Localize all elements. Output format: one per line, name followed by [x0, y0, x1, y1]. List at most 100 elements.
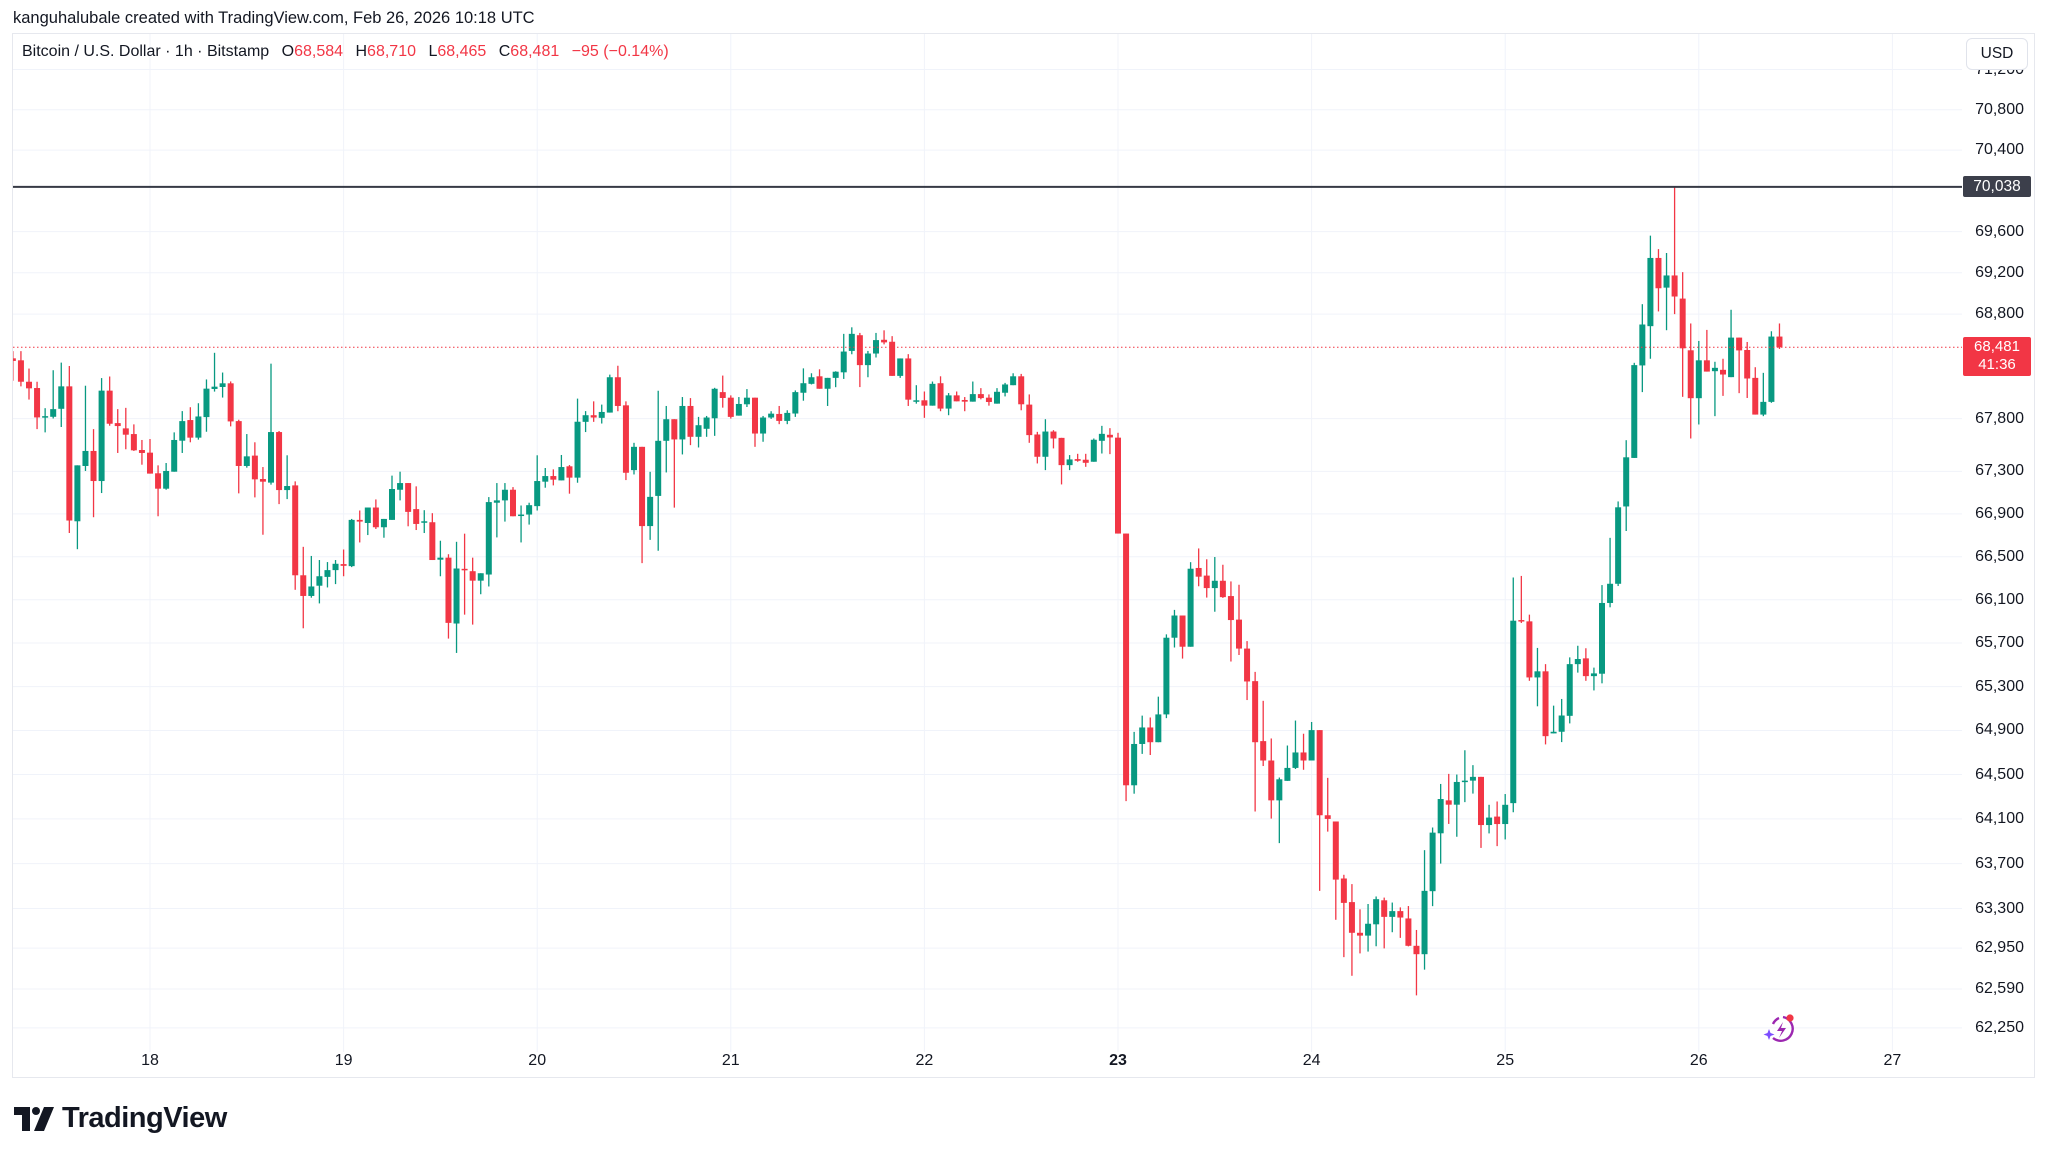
candle-body	[1219, 580, 1226, 598]
candle-body	[671, 419, 678, 440]
candle-up	[348, 518, 355, 568]
candle-up	[1647, 235, 1654, 359]
candle-up	[1042, 419, 1049, 471]
candle-down	[816, 369, 823, 389]
candle-up	[1461, 750, 1468, 803]
candle-body	[1639, 324, 1646, 366]
candle-down	[881, 330, 888, 345]
candle-body	[735, 403, 742, 416]
candle-down	[921, 391, 928, 418]
candle-up	[1090, 438, 1097, 462]
candle-down	[1340, 874, 1347, 958]
candle-body	[1671, 275, 1678, 297]
candle-down	[1026, 394, 1033, 443]
candlestick-chart[interactable]	[0, 0, 1962, 1052]
candle-down	[1147, 717, 1154, 755]
candle-up	[518, 505, 525, 543]
candle-up	[268, 363, 274, 485]
price-tick-label: 63,300	[1975, 899, 2024, 917]
candle-body	[655, 440, 662, 496]
candle-up	[792, 390, 799, 417]
candle-down	[1123, 533, 1130, 802]
candle-body	[114, 423, 121, 427]
candle-up	[1163, 634, 1170, 719]
candle-body	[1300, 752, 1307, 761]
candle-down	[985, 394, 992, 406]
candle-body	[485, 502, 492, 575]
candle-body	[1098, 433, 1105, 441]
candle-up	[1607, 537, 1614, 608]
candle-body	[1018, 376, 1025, 405]
candle-body	[558, 467, 565, 481]
candle-up	[832, 371, 839, 388]
candle-up	[171, 432, 178, 472]
candle-body	[163, 470, 170, 489]
candle-up	[558, 454, 565, 481]
candle-up	[308, 555, 315, 598]
candle-body	[1034, 434, 1041, 457]
candle-body	[1010, 376, 1017, 386]
candle-body	[147, 452, 153, 474]
candle-up	[542, 467, 549, 488]
candle-body	[1115, 437, 1121, 534]
currency-button[interactable]: USD	[1966, 38, 2028, 70]
candle-body	[663, 419, 670, 441]
candle-body	[332, 563, 339, 571]
candle-body	[50, 409, 57, 417]
symbol-title[interactable]: Bitcoin / U.S. Dollar · 1h · Bitstamp	[22, 43, 270, 60]
candle-body	[1050, 431, 1057, 439]
candle-body	[760, 417, 767, 434]
lightning-sparkle-icon[interactable]	[1763, 1012, 1797, 1046]
price-tick-label: 70,800	[1975, 100, 2024, 118]
candle-up	[655, 390, 662, 551]
candle-down	[1720, 358, 1726, 396]
candle-down	[1227, 581, 1234, 662]
candle-down	[469, 557, 476, 625]
price-tick-label: 66,100	[1975, 590, 2024, 608]
candle-up	[897, 358, 904, 378]
candle-body	[1171, 615, 1178, 638]
candle-up	[1187, 562, 1194, 647]
candle-up	[598, 404, 605, 424]
candle-body	[566, 466, 573, 478]
candle-down	[292, 481, 299, 590]
price-tick-label: 67,300	[1975, 462, 2024, 480]
candle-body	[259, 479, 266, 482]
candle-up	[743, 389, 750, 408]
candle-body	[405, 483, 412, 512]
candle-body	[1155, 714, 1162, 743]
candle-down	[1106, 428, 1113, 455]
candles	[13, 186, 1783, 996]
last-price-value: 68,481	[1974, 338, 2020, 356]
candle-up	[437, 540, 444, 577]
candle-down	[90, 429, 97, 518]
candle-body	[1623, 457, 1630, 507]
candle-down	[138, 439, 145, 465]
candle-down	[340, 549, 347, 577]
candle-body	[1736, 337, 1743, 351]
last-price-label: 68,481 41:36	[1963, 337, 2031, 377]
price-tick-label: 67,800	[1975, 409, 2024, 427]
candle-body	[1252, 681, 1259, 743]
candle-body	[187, 420, 194, 438]
candle-down	[856, 332, 863, 388]
candle-up	[397, 471, 404, 501]
candle-up	[211, 352, 218, 392]
candle-body	[1324, 815, 1331, 819]
candle-body	[1074, 459, 1081, 461]
tradingview-logo[interactable]: TradingView	[14, 1102, 227, 1135]
candle-body	[469, 571, 476, 581]
candle-body	[1534, 671, 1541, 678]
candle-down	[1413, 929, 1420, 996]
candle-body	[1139, 727, 1146, 744]
candle-down	[227, 381, 234, 427]
candle-body	[1066, 459, 1073, 466]
candle-body	[1357, 932, 1363, 936]
candle-body	[1437, 799, 1444, 834]
candle-down	[719, 375, 726, 408]
candle-body	[1663, 275, 1670, 288]
price-tick-label: 62,950	[1975, 939, 2024, 957]
candle-down	[1058, 437, 1065, 485]
candle-down	[26, 368, 32, 400]
candle-up	[1550, 705, 1557, 734]
